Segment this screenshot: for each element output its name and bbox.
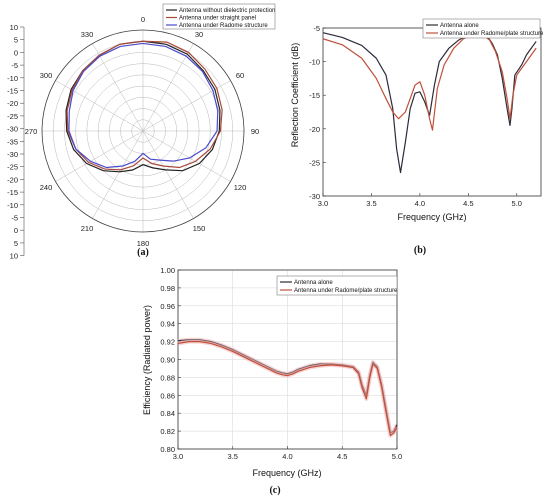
polar-legend-label: Antenna under Radome structure — [179, 23, 268, 29]
y-tick-label: -15 — [309, 91, 320, 100]
polar-legend-label: Antenna without dielectric protection — [179, 8, 275, 14]
x-tick-label: 5.0 — [512, 199, 522, 208]
efficiency-legend: Antenna alone Antenna under Radome/plate … — [276, 275, 398, 296]
series-line-2 — [177, 341, 398, 437]
polar-grid-spoke — [55, 130, 144, 182]
polar-series-line-1 — [65, 40, 221, 173]
x-tick-label: 4.0 — [415, 199, 425, 208]
legend-label: Antenna alone — [440, 23, 479, 29]
polar-r-tick-label: -30 — [7, 125, 18, 134]
polar-r-tick-label: -15 — [7, 87, 18, 96]
polar-grid-spoke — [142, 130, 231, 182]
polar-r-tick-label: -35 — [7, 137, 18, 146]
polar-series-line-2 — [66, 40, 223, 171]
polar-radiation-pattern: 10 5 0 -5 -10 -15 -20 -25 -30 -35 -30 -25 -20 -15 -10 -… — [7, 3, 276, 261]
y-tick-label: 0.86 — [160, 391, 175, 400]
efficiency-chart: 3.0 3.5 4.0 4.5 5.0 1.00 0.98 0.96 0.94 0.92 0.90 0… — [142, 266, 402, 496]
plot-frame — [322, 27, 542, 197]
polar-angle-label: 240 — [40, 183, 53, 192]
polar-r-tick-label: -10 — [7, 74, 18, 83]
x-tick-label: 3.0 — [173, 452, 183, 461]
x-tick-label: 5.0 — [392, 452, 402, 461]
y-tick-label: 0.82 — [160, 427, 175, 436]
polar-r-tick-label: -20 — [7, 99, 18, 108]
polar-grid-spoke — [142, 43, 194, 132]
y-tick-label: -10 — [309, 58, 320, 67]
polar-r-tick-label: 5 — [14, 36, 18, 45]
polar-r-tick-label: -5 — [11, 61, 18, 70]
polar-r-tick-label: -25 — [7, 163, 18, 172]
x-tick-label: 4.0 — [282, 452, 292, 461]
efficiency-y-axis-title: Efficiency (Radiated power) — [142, 305, 152, 415]
x-tick-label: 3.5 — [366, 199, 376, 208]
legend-label: Antenna under Radome/plate structure — [294, 288, 398, 294]
polar-grid-spoke — [92, 43, 144, 132]
polar-legend: Antenna without dielectric protection Ant… — [162, 3, 276, 30]
y-tick-label: 1.00 — [160, 266, 175, 275]
polar-angle-label: 180 — [137, 239, 150, 248]
reflection-legend: Antenna alone Antenna under Radome/plate … — [422, 18, 544, 39]
polar-r-tick-label: 0 — [14, 48, 18, 57]
x-tick-label: 3.5 — [228, 452, 238, 461]
y-tick-label: -25 — [309, 158, 320, 167]
polar-grid-spoke — [142, 80, 231, 132]
y-tick-label: -20 — [309, 125, 320, 134]
polar-grid-spoke — [92, 130, 144, 219]
polar-angle-label: 90 — [251, 127, 259, 136]
polar-r-tick-label: -30 — [7, 150, 18, 159]
legend-box — [276, 275, 398, 296]
polar-grid-spoke — [142, 130, 194, 219]
legend-label: Antenna under Radome/plate structure — [440, 31, 544, 37]
reflection-y-axis-title: Reflection Coefficient (dB) — [290, 43, 300, 147]
polar-legend-box — [162, 3, 276, 30]
caption-c: (c) — [269, 485, 280, 496]
legend-box — [422, 18, 541, 39]
polar-r-tick-label: 0 — [14, 226, 18, 235]
polar-outer-ring — [41, 29, 245, 233]
polar-angle-label: 120 — [234, 183, 247, 192]
polar-series-line-3 — [68, 42, 219, 169]
series-line-2 — [322, 34, 537, 131]
polar-angle-label: 270 — [25, 127, 38, 136]
polar-r-tick-label: -10 — [7, 201, 18, 210]
x-tick-label: 3.0 — [318, 199, 328, 208]
polar-r-tick-label: -20 — [7, 175, 18, 184]
polar-angle-label: 330 — [81, 30, 94, 39]
legend-label: Antenna alone — [294, 280, 333, 286]
efficiency-x-axis-title: Frequency (GHz) — [252, 468, 321, 478]
polar-angle-label: 150 — [193, 224, 206, 233]
polar-r-tick-label: -25 — [7, 112, 18, 121]
polar-r-tick-label: 5 — [14, 239, 18, 248]
y-tick-label: 0.80 — [160, 445, 175, 454]
polar-angle-label: 210 — [81, 224, 94, 233]
polar-r-tick-label: -15 — [7, 188, 18, 197]
y-tick-label: 0.96 — [160, 302, 175, 311]
polar-legend-label: Antenna under straight panel — [179, 16, 256, 22]
polar-r-tick-label: -5 — [11, 214, 18, 223]
x-tick-label: 4.5 — [337, 452, 347, 461]
polar-angle-label: 0 — [141, 15, 145, 24]
y-tick-label: -30 — [309, 192, 320, 201]
reflection-x-axis-title: Frequency (GHz) — [397, 212, 466, 222]
caption-a: (a) — [137, 247, 149, 258]
y-tick-label: -5 — [313, 24, 320, 33]
polar-angle-label: 60 — [236, 71, 244, 80]
polar-r-tick-label: 10 — [10, 252, 18, 261]
caption-b: (b) — [414, 245, 426, 256]
y-tick-label: 0.98 — [160, 284, 175, 293]
polar-angle-label: 30 — [195, 30, 203, 39]
polar-r-tick-label: 10 — [10, 23, 18, 32]
y-tick-label: 0.92 — [160, 338, 175, 347]
polar-grid-spoke — [55, 80, 144, 132]
y-tick-label: 0.84 — [160, 409, 175, 418]
series-line-1 — [322, 32, 537, 174]
y-tick-label: 0.88 — [160, 373, 175, 382]
polar-angle-label: 300 — [40, 71, 53, 80]
y-tick-label: 0.94 — [160, 320, 175, 329]
x-tick-label: 4.5 — [463, 199, 473, 208]
y-tick-label: 0.90 — [160, 356, 175, 365]
reflection-coefficient-chart: 3.0 3.5 4.0 4.5 5.0 -5 -10 -15 -20 -25 -30 Antenna… — [290, 18, 544, 256]
